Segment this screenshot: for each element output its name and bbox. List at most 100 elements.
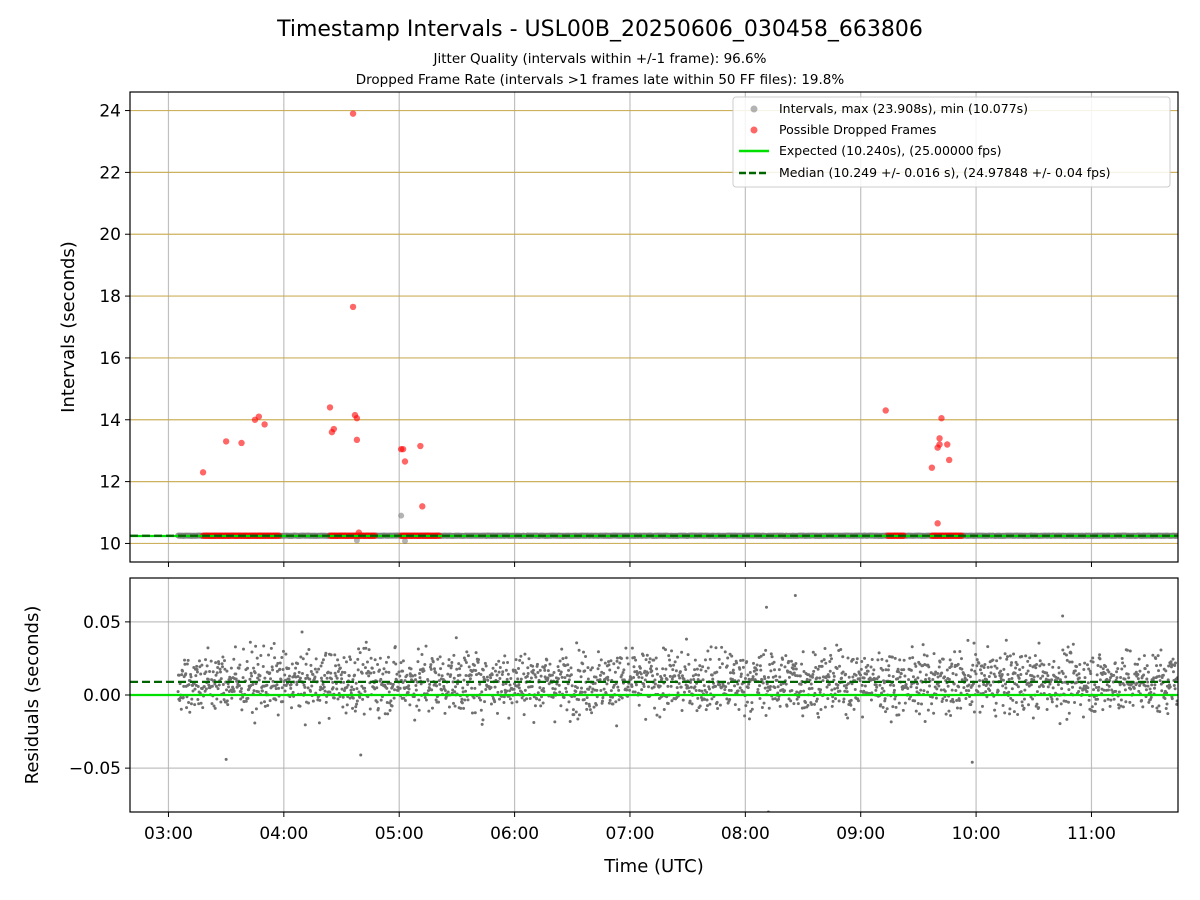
residual-point bbox=[418, 671, 422, 675]
residual-point bbox=[453, 690, 457, 694]
residual-point bbox=[1137, 689, 1141, 693]
residual-point bbox=[939, 688, 943, 692]
residual-point bbox=[458, 673, 462, 677]
residual-point bbox=[571, 708, 575, 712]
residual-point bbox=[1117, 703, 1121, 707]
residual-point bbox=[1128, 649, 1132, 653]
residual-point bbox=[835, 667, 839, 671]
residual-point bbox=[551, 687, 555, 691]
residual-point bbox=[461, 690, 465, 694]
residual-point bbox=[678, 670, 682, 674]
residual-point bbox=[467, 665, 471, 669]
residual-point bbox=[385, 686, 389, 690]
residual-point bbox=[551, 695, 555, 699]
residual-point bbox=[1155, 664, 1159, 668]
residual-point bbox=[226, 703, 230, 707]
residual-point bbox=[676, 655, 680, 659]
residual-point bbox=[446, 672, 450, 676]
residual-point bbox=[650, 669, 654, 673]
residual-point bbox=[1175, 702, 1178, 706]
residual-point bbox=[913, 662, 917, 666]
residual-point bbox=[897, 701, 901, 705]
residual-point bbox=[703, 688, 707, 692]
residual-point bbox=[206, 677, 210, 681]
residual-point bbox=[1020, 700, 1024, 704]
residual-point bbox=[620, 673, 624, 677]
residual-point bbox=[1007, 690, 1011, 694]
residual-point bbox=[275, 669, 279, 673]
residual-point bbox=[341, 695, 345, 699]
residual-point bbox=[1037, 706, 1041, 710]
residual-point bbox=[681, 698, 685, 702]
residual-point bbox=[891, 705, 895, 709]
residual-point bbox=[1034, 666, 1038, 670]
residual-point bbox=[815, 697, 819, 701]
residual-point bbox=[751, 675, 755, 679]
residual-point bbox=[778, 704, 782, 708]
residual-point bbox=[1055, 697, 1059, 701]
residual-point bbox=[680, 650, 684, 654]
residual-point bbox=[437, 673, 441, 677]
residual-point bbox=[921, 643, 925, 647]
residual-point bbox=[535, 697, 539, 701]
residual-point bbox=[842, 684, 846, 688]
residual-point bbox=[851, 657, 855, 661]
residual-point bbox=[1006, 655, 1010, 659]
residual-point bbox=[1008, 707, 1012, 711]
residual-point bbox=[229, 677, 233, 681]
residual-point bbox=[915, 686, 919, 690]
residual-point bbox=[176, 690, 180, 694]
residual-point bbox=[556, 677, 560, 681]
residual-point bbox=[1098, 678, 1102, 682]
dropped-frame-point bbox=[938, 415, 945, 422]
residual-point bbox=[289, 686, 293, 690]
residual-point bbox=[508, 697, 512, 701]
residual-point bbox=[605, 682, 609, 686]
residual-point bbox=[772, 660, 776, 664]
residual-point bbox=[567, 700, 571, 704]
residual-point bbox=[552, 671, 556, 675]
residual-point bbox=[221, 655, 225, 659]
residual-point bbox=[430, 706, 434, 710]
residual-point bbox=[677, 674, 681, 678]
residual-point bbox=[1011, 698, 1015, 702]
residual-point bbox=[789, 659, 793, 663]
residual-point bbox=[470, 686, 474, 690]
residual-point bbox=[543, 668, 547, 672]
residual-point bbox=[701, 665, 705, 669]
residual-point bbox=[899, 672, 903, 676]
residual-point bbox=[483, 678, 487, 682]
residual-point bbox=[1123, 688, 1127, 692]
residual-point bbox=[336, 670, 340, 674]
residual-point bbox=[384, 660, 388, 664]
residual-point bbox=[620, 696, 624, 700]
residual-point bbox=[566, 682, 570, 686]
residual-point bbox=[439, 667, 443, 671]
residual-point bbox=[197, 702, 201, 706]
residual-point bbox=[501, 682, 505, 686]
residual-point bbox=[624, 646, 628, 650]
residual-point bbox=[830, 688, 834, 692]
residual-point bbox=[896, 670, 900, 674]
residual-point bbox=[746, 686, 750, 690]
residual-point bbox=[794, 667, 798, 671]
residual-point bbox=[582, 650, 586, 654]
residual-point bbox=[1120, 667, 1124, 671]
residual-point bbox=[731, 668, 735, 672]
residual-point bbox=[339, 673, 343, 677]
residual-point bbox=[1064, 675, 1068, 679]
residual-point bbox=[758, 684, 762, 688]
residual-point bbox=[1004, 686, 1008, 690]
residual-point bbox=[683, 665, 687, 669]
residual-point bbox=[583, 669, 587, 673]
residual-point bbox=[429, 663, 433, 667]
residual-point bbox=[996, 689, 1000, 693]
residual-point bbox=[1105, 677, 1109, 681]
residual-point bbox=[308, 677, 312, 681]
residual-point bbox=[951, 700, 955, 704]
residual-point bbox=[502, 700, 506, 704]
x-tick-label: 11:00 bbox=[1067, 824, 1116, 844]
residual-point bbox=[418, 676, 422, 680]
residual-point bbox=[612, 683, 616, 687]
residual-point bbox=[1073, 700, 1077, 704]
